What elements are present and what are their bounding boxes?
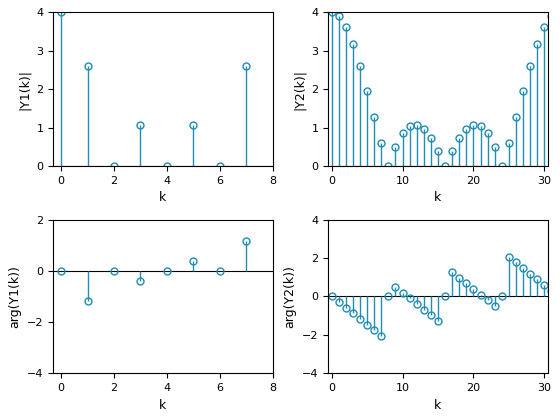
Y-axis label: |Y2(k)|: |Y2(k)|	[293, 69, 306, 110]
X-axis label: k: k	[435, 399, 442, 412]
Y-axis label: arg(Y1(k)): arg(Y1(k))	[8, 265, 21, 328]
X-axis label: k: k	[435, 192, 442, 205]
Y-axis label: |Y1(k)|: |Y1(k)|	[18, 69, 31, 110]
X-axis label: k: k	[160, 399, 166, 412]
X-axis label: k: k	[160, 192, 166, 205]
Y-axis label: arg(Y2(k)): arg(Y2(k))	[283, 265, 296, 328]
